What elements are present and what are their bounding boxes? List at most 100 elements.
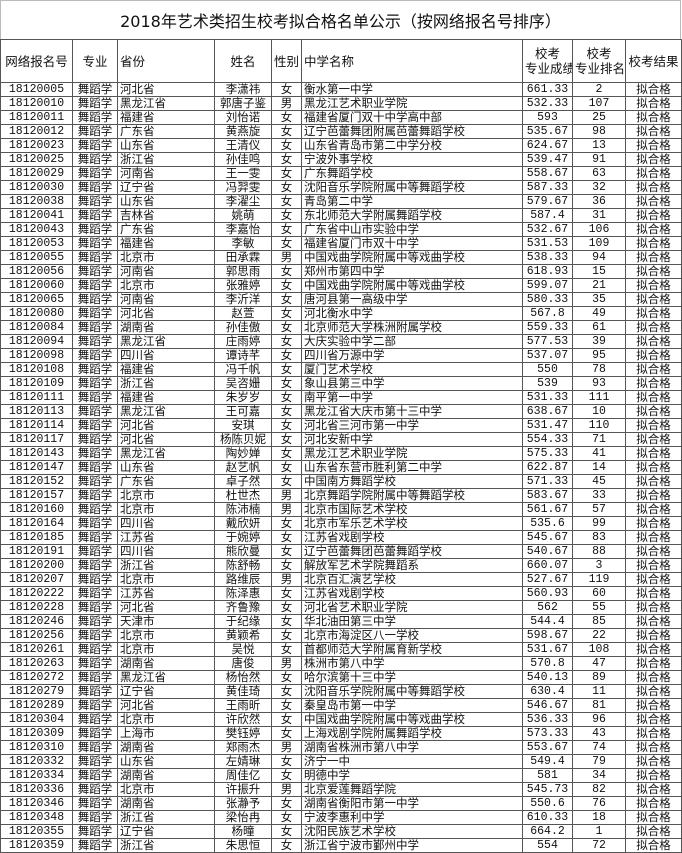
cell-id: 18120191 <box>0 544 73 559</box>
cell-gender: 女 <box>271 712 302 727</box>
header-score: 校考 专业成绩 <box>522 39 573 83</box>
header-gender: 性别 <box>271 39 302 83</box>
cell-gender: 女 <box>271 670 302 685</box>
cell-result: 拟合格 <box>625 278 682 293</box>
cell-score: 593 <box>522 110 573 125</box>
cell-score: 573.33 <box>522 726 573 741</box>
table-row: 18120185 舞蹈学 江苏省 于婉婷女江苏省戏剧学校 545.67 83 拟合格 <box>0 530 682 545</box>
table-row: 18120010 舞蹈学 黑龙江省 郭唐子鉴男黑龙江艺术职业学院 532.33 107 拟合… <box>0 96 682 111</box>
cell-gender: 女 <box>271 698 302 713</box>
cell-school: 宁波李惠利中学 <box>301 810 523 825</box>
cell-rank: 13 <box>572 138 626 153</box>
cell-score: 579.67 <box>522 194 573 209</box>
cell-result: 拟合格 <box>625 656 682 671</box>
cell-gender: 女 <box>271 838 302 853</box>
cell-major: 舞蹈学 <box>72 110 118 125</box>
cell-id: 18120094 <box>0 334 73 349</box>
table-row: 18120346 舞蹈学 湖南省 张瀞予女湖南省衡阳市第一中学 550.6 76 拟合格 <box>0 796 682 811</box>
table-row: 18120114 舞蹈学 河北省 安琪女河北省三河市第一中学 531.47 110 拟合格 <box>0 418 682 433</box>
cell-major: 舞蹈学 <box>72 250 118 265</box>
table-row: 18120038 舞蹈学 山东省 李濯尘女青岛第二中学 579.67 36 拟合格 <box>0 194 682 209</box>
cell-gender: 女 <box>271 138 302 153</box>
cell-gender: 女 <box>271 460 302 475</box>
cell-rank: 99 <box>572 516 626 531</box>
cell-score: 560.93 <box>522 586 573 601</box>
cell-major: 舞蹈学 <box>72 712 118 727</box>
cell-name: 于纪缘 <box>214 614 272 629</box>
cell-gender: 女 <box>271 684 302 699</box>
cell-major: 舞蹈学 <box>72 334 118 349</box>
cell-rank: 96 <box>572 712 626 727</box>
cell-score: 531.67 <box>522 642 573 657</box>
cell-name: 黄燕旋 <box>214 124 272 139</box>
cell-gender: 女 <box>271 418 302 433</box>
cell-major: 舞蹈学 <box>72 180 118 195</box>
cell-result: 拟合格 <box>625 152 682 167</box>
cell-rank: 83 <box>572 530 626 545</box>
cell-rank: 108 <box>572 642 626 657</box>
cell-school: 四川省万源中学 <box>301 348 523 363</box>
cell-rank: 10 <box>572 404 626 419</box>
cell-school: 黑龙江省大庆市第十三中学 <box>301 404 523 419</box>
cell-gender: 女 <box>271 544 302 559</box>
cell-major: 舞蹈学 <box>72 614 118 629</box>
cell-id: 18120222 <box>0 586 73 601</box>
cell-gender: 女 <box>271 152 302 167</box>
cell-name: 张雅婷 <box>214 278 272 293</box>
cell-rank: 98 <box>572 124 626 139</box>
page-title: 2018年艺术类招生校考拟合格名单公示（按网络报名号排序） <box>0 0 681 39</box>
cell-rank: 3 <box>572 558 626 573</box>
cell-major: 舞蹈学 <box>72 558 118 573</box>
cell-id: 18120010 <box>0 96 73 111</box>
cell-rank: 2 <box>572 82 626 97</box>
cell-gender: 女 <box>271 614 302 629</box>
cell-province: 北京市 <box>117 278 215 293</box>
cell-province: 黑龙江省 <box>117 334 215 349</box>
cell-school: 中国戏曲学院附属中等戏曲学校 <box>301 250 523 265</box>
cell-rank: 41 <box>572 446 626 461</box>
table-row: 18120355 舞蹈学 辽宁省 杨曈女沈阳民族艺术学校 664.2 1 拟合格 <box>0 824 682 839</box>
cell-rank: 85 <box>572 614 626 629</box>
cell-gender: 男 <box>271 572 302 587</box>
cell-province: 北京市 <box>117 502 215 517</box>
cell-score: 587.4 <box>522 208 573 223</box>
cell-school: 青岛第二中学 <box>301 194 523 209</box>
cell-school: 宁波外事学校 <box>301 152 523 167</box>
cell-rank: 95 <box>572 348 626 363</box>
cell-result: 拟合格 <box>625 306 682 321</box>
cell-major: 舞蹈学 <box>72 684 118 699</box>
cell-score: 571.33 <box>522 474 573 489</box>
cell-province: 浙江省 <box>117 376 215 391</box>
cell-result: 拟合格 <box>625 194 682 209</box>
table-row: 18120191 舞蹈学 四川省 熊欣曼女辽宁芭蕾舞团芭蕾舞蹈学校 540.67 88 拟合… <box>0 544 682 559</box>
cell-score: 536.33 <box>522 712 573 727</box>
cell-province: 广东省 <box>117 474 215 489</box>
cell-gender: 女 <box>271 726 302 741</box>
cell-major: 舞蹈学 <box>72 474 118 489</box>
cell-rank: 78 <box>572 362 626 377</box>
cell-id: 18120263 <box>0 656 73 671</box>
cell-province: 辽宁省 <box>117 824 215 839</box>
cell-school: 哈尔滨第十三中学 <box>301 670 523 685</box>
cell-rank: 74 <box>572 740 626 755</box>
cell-major: 舞蹈学 <box>72 600 118 615</box>
cell-id: 18120065 <box>0 292 73 307</box>
cell-id: 18120228 <box>0 600 73 615</box>
table-row: 18120098 舞蹈学 四川省 谭诗芊女四川省万源中学 537.07 95 拟合格 <box>0 348 682 363</box>
cell-rank: 57 <box>572 502 626 517</box>
cell-school: 广东舞蹈学校 <box>301 166 523 181</box>
cell-name: 陈泽惠 <box>214 586 272 601</box>
cell-school: 北京师范大学株洲附属学校 <box>301 320 523 335</box>
cell-score: 546.67 <box>522 698 573 713</box>
cell-result: 拟合格 <box>625 320 682 335</box>
cell-major: 舞蹈学 <box>72 362 118 377</box>
cell-rank: 119 <box>572 572 626 587</box>
table-row: 18120256 舞蹈学 北京市 黄颖希女北京市海淀区八一学校 598.67 22 拟合格 <box>0 628 682 643</box>
table-row: 18120143 舞蹈学 黑龙江省 陶妙婵女黑龙江艺术职业学院 575.33 41 拟合格 <box>0 446 682 461</box>
cell-score: 545.73 <box>522 782 573 797</box>
cell-rank: 14 <box>572 460 626 475</box>
cell-school: 象山县第三中学 <box>301 376 523 391</box>
header-score-line1: 校考 <box>534 46 560 61</box>
cell-name: 唐俊 <box>214 656 272 671</box>
cell-school: 解放军艺术学院舞蹈系 <box>301 558 523 573</box>
